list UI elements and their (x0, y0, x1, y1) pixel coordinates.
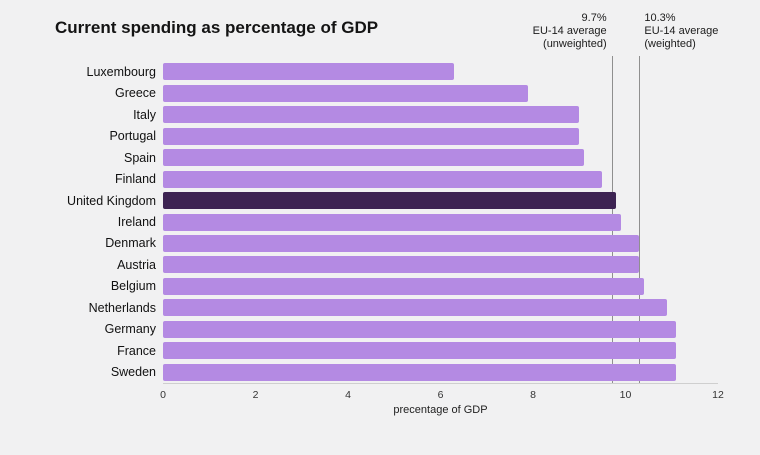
x-tick-label: 8 (530, 389, 536, 401)
x-tick-label: 2 (252, 389, 259, 401)
x-tick-label: 4 (345, 389, 351, 401)
bar-spain (163, 149, 584, 167)
category-label-portugal: Portugal (109, 129, 156, 144)
reference-annotation-line: EU-14 average (644, 25, 719, 37)
bar-row (163, 147, 718, 168)
category-label-finland: Finland (115, 172, 156, 187)
category-label-spain: Spain (124, 150, 156, 165)
bar-italy (163, 106, 580, 124)
category-label-denmark: Denmark (105, 236, 156, 251)
reference-annotation: 9.7% EU-14 average (unweighted) (533, 12, 612, 51)
x-tick-label: 0 (160, 389, 166, 401)
chart-title: Current spending as percentage of GDP (55, 18, 379, 37)
reference-annotation-line: (unweighted) (543, 38, 607, 50)
bar-belgium (163, 277, 644, 295)
reference-line (639, 56, 641, 383)
bar-row (163, 276, 718, 297)
reference-annotation: 10.3% EU-14 average (weighted) (639, 12, 718, 51)
category-label-united-kingdom: United Kingdom (67, 193, 156, 208)
category-label-austria: Austria (117, 257, 156, 272)
category-label-germany: Germany (104, 322, 156, 337)
category-label-luxembourg: Luxembourg (86, 64, 157, 79)
bar-austria (163, 256, 640, 274)
reference-annotations: 9.7% EU-14 average (unweighted) 10.3% EU-14 … (163, 12, 719, 58)
bar-row (163, 233, 718, 254)
plot-area (163, 56, 718, 384)
bar-row (163, 254, 718, 275)
bar-germany (163, 320, 677, 338)
bar-row (163, 319, 718, 340)
bar-luxembourg (163, 63, 455, 81)
bar-row (163, 297, 718, 318)
reference-annotation-line: (weighted) (644, 38, 696, 50)
x-tick-label: 6 (437, 389, 444, 401)
x-tick-label: 12 (712, 389, 724, 401)
bar-row (163, 190, 718, 211)
category-label-france: France (117, 343, 156, 358)
category-labels: Luxembourg Greece Italy Portugal Spain Finlan… (0, 61, 156, 383)
category-label-netherlands: Netherlands (88, 300, 156, 315)
category-label-ireland: Ireland (117, 215, 156, 230)
category-label-belgium: Belgium (110, 279, 156, 294)
bar-row (163, 82, 718, 103)
reference-annotation-line: 10.3% (644, 12, 676, 24)
category-label-greece: Greece (115, 86, 156, 101)
bar-sweden (163, 363, 677, 381)
x-tick-label: 10 (619, 389, 632, 401)
bar-france (163, 342, 677, 360)
bar-row (163, 362, 718, 383)
bar-row (163, 168, 718, 189)
bar-united-kingdom (163, 192, 617, 210)
category-label-sweden: Sweden (110, 365, 156, 380)
bar-greece (163, 84, 529, 102)
bar-portugal (163, 127, 580, 145)
bar-netherlands (163, 299, 668, 317)
bar-finland (163, 170, 603, 188)
bar-row (163, 211, 718, 232)
reference-annotation-line: EU-14 average (532, 25, 607, 37)
bar-row (163, 61, 718, 82)
reference-annotation-line: 9.7% (581, 12, 607, 24)
x-axis-label: precentage of GDP (393, 404, 488, 416)
bar-denmark (163, 234, 640, 252)
bar-row (163, 125, 718, 146)
category-label-italy: Italy (133, 107, 156, 122)
bar-row (163, 104, 718, 125)
bar-ireland (163, 213, 621, 231)
x-axis-ticks: 0 2 4 6 8 10 12 (160, 389, 724, 403)
bar-row (163, 340, 718, 361)
